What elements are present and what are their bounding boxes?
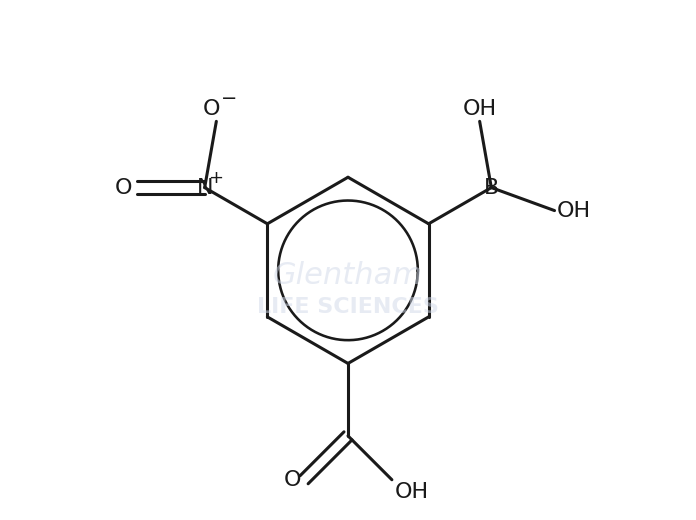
Text: −: − [221, 89, 237, 109]
Text: B: B [484, 178, 499, 198]
Text: O: O [115, 178, 132, 198]
Text: OH: OH [463, 99, 497, 119]
Text: +: + [209, 170, 223, 187]
Text: OH: OH [395, 483, 429, 502]
Text: Glentham: Glentham [273, 261, 423, 290]
Text: O: O [203, 99, 220, 119]
Text: LIFE SCIENCES: LIFE SCIENCES [257, 296, 439, 317]
Text: N: N [196, 178, 213, 198]
Text: O: O [284, 470, 301, 490]
Text: OH: OH [557, 201, 591, 220]
